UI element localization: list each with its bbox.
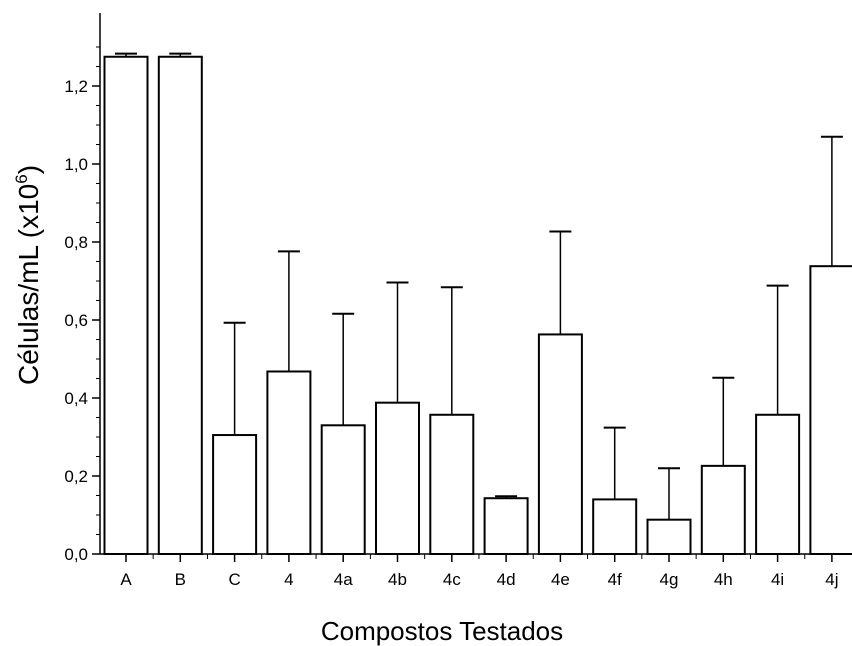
y-axis-title-close: ) xyxy=(13,165,44,174)
x-tick-label: B xyxy=(175,570,186,589)
y-ticks-group: 0,0 0,2 0,4 0,6 0,8 1,0 1,2 xyxy=(64,46,100,564)
bar-4b xyxy=(375,401,420,555)
y-tick-label: 0,2 xyxy=(64,467,88,486)
x-tick-label: 4c xyxy=(443,570,461,589)
bar-A xyxy=(103,55,149,555)
x-tick-label: 4 xyxy=(284,570,293,589)
error-bars-group xyxy=(115,52,843,520)
x-axis-title: Compostos Testados xyxy=(321,616,563,646)
bar-4h xyxy=(700,464,746,555)
x-tick-label: 4f xyxy=(608,570,622,589)
bar-4e xyxy=(537,333,583,555)
bar-4f xyxy=(592,498,638,555)
y-tick-label: 1,0 xyxy=(64,155,88,174)
bar-4j xyxy=(809,265,852,555)
y-tick-label: 0,4 xyxy=(64,389,88,408)
x-tick-label: A xyxy=(120,570,132,589)
x-tick-label: 4g xyxy=(660,570,679,589)
x-ticks-group: A B C 4 4a 4b 4c 4d 4e 4f 4g 4h 4i 4j xyxy=(120,554,839,589)
y-tick-label: 0,0 xyxy=(64,545,88,564)
y-axis-title-sup: 6 xyxy=(12,174,31,183)
bar-4a xyxy=(320,424,366,555)
y-tick-label: 1,2 xyxy=(64,77,88,96)
x-tick-label: 4a xyxy=(334,570,353,589)
x-tick-label: 4i xyxy=(771,570,784,589)
bar-B xyxy=(157,55,203,555)
y-axis-title-main: Células/mL (x10 xyxy=(13,184,44,385)
x-tick-label: 4h xyxy=(714,570,733,589)
x-tick-label: 4e xyxy=(551,570,570,589)
bar-4d xyxy=(483,497,529,556)
bar-4i xyxy=(755,413,801,555)
x-tick-label: 4j xyxy=(825,570,838,589)
x-tick-label: 4b xyxy=(388,570,407,589)
y-tick-label: 0,6 xyxy=(64,311,88,330)
y-axis-title: Células/mL (x106) xyxy=(12,165,44,385)
bar-C xyxy=(212,434,258,555)
y-tick-label: 0,8 xyxy=(64,233,88,252)
bars-group xyxy=(103,55,852,556)
x-tick-label: C xyxy=(228,570,240,589)
bar-4c xyxy=(429,413,475,555)
bar-4 xyxy=(266,370,312,556)
bar-4g xyxy=(646,518,692,555)
x-tick-label: 4d xyxy=(497,570,516,589)
